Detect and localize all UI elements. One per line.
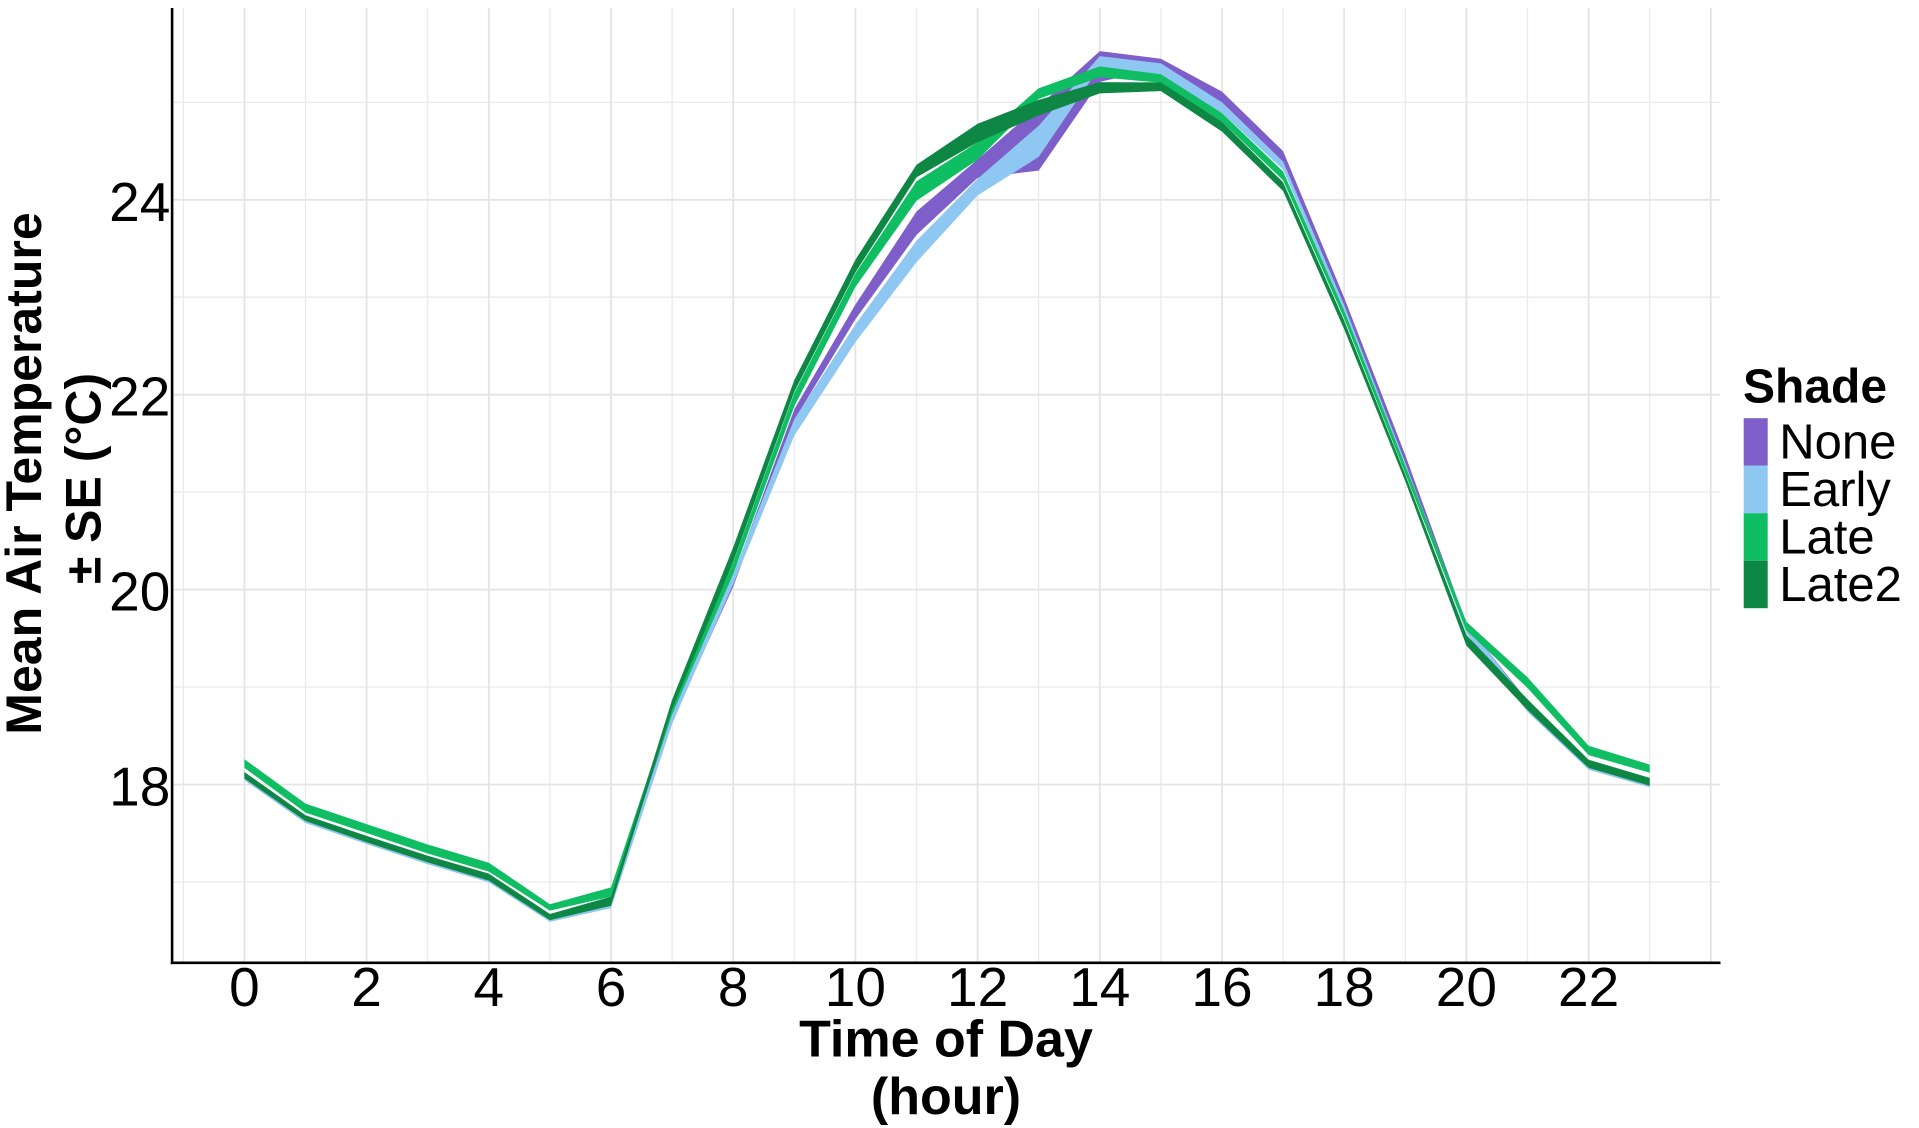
svg-text:Shade: Shade <box>1743 360 1887 413</box>
svg-text:6: 6 <box>596 956 627 1018</box>
svg-text:20: 20 <box>1436 956 1497 1018</box>
svg-text:16: 16 <box>1191 956 1252 1018</box>
svg-text:4: 4 <box>474 956 505 1018</box>
svg-text:2: 2 <box>351 956 382 1018</box>
svg-text:18: 18 <box>1314 956 1375 1018</box>
svg-text:Late2: Late2 <box>1779 558 1902 612</box>
svg-text:20: 20 <box>109 561 170 623</box>
svg-text:Mean Air Temperature: Mean Air Temperature <box>0 212 52 734</box>
svg-text:Time of Day: Time of Day <box>799 1011 1093 1069</box>
svg-text:None: None <box>1779 415 1896 469</box>
svg-text:10: 10 <box>825 956 886 1018</box>
svg-text:18: 18 <box>109 756 170 818</box>
svg-text:14: 14 <box>1069 956 1130 1018</box>
svg-text:(hour): (hour) <box>871 1068 1021 1126</box>
svg-text:Early: Early <box>1779 463 1891 517</box>
svg-text:12: 12 <box>947 956 1008 1018</box>
svg-text:22: 22 <box>1558 956 1619 1018</box>
svg-text:Late: Late <box>1779 511 1874 565</box>
svg-text:22: 22 <box>109 366 170 428</box>
svg-text:± SE (°C): ± SE (°C) <box>56 373 112 584</box>
svg-text:0: 0 <box>229 956 260 1018</box>
svg-text:24: 24 <box>109 171 170 233</box>
svg-text:8: 8 <box>718 956 749 1018</box>
